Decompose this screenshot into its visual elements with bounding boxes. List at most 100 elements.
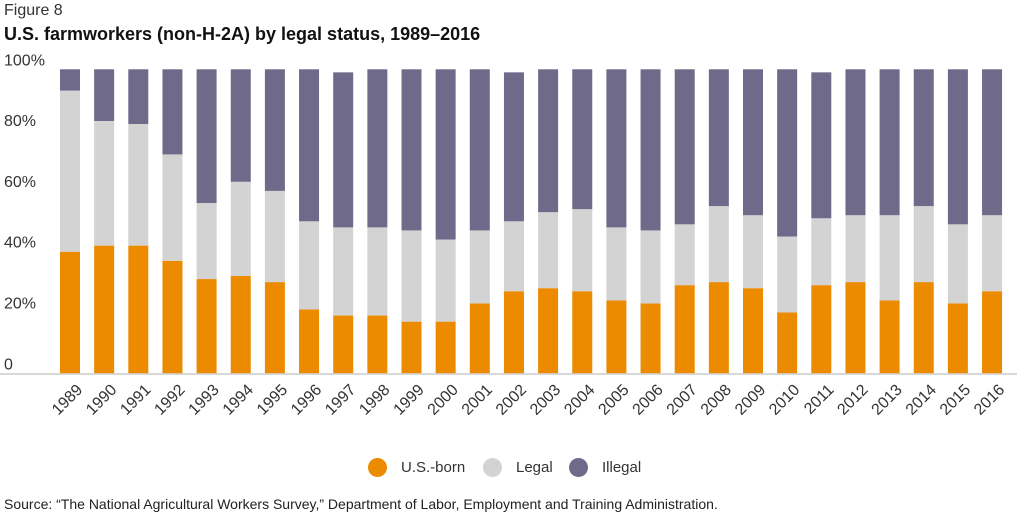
y-tick-label: 80% — [4, 113, 36, 130]
bar-illegal-1992 — [162, 69, 183, 155]
bar-u-s-born-2014 — [913, 282, 934, 374]
x-tick-label: 2005 — [595, 381, 632, 418]
bar-u-s-born-1989 — [60, 251, 80, 374]
x-tick-label: 2012 — [834, 381, 871, 418]
bar-u-s-born-2005 — [606, 300, 627, 374]
bar-legal-2008 — [708, 206, 729, 283]
x-tick-label: 1998 — [356, 381, 393, 418]
bar-illegal-2006 — [640, 69, 661, 231]
bar-illegal-1989 — [60, 69, 80, 91]
bar-u-s-born-2013 — [879, 300, 900, 374]
bar-illegal-1999 — [401, 69, 422, 231]
bar-u-s-born-2003 — [538, 288, 559, 374]
bar-illegal-2002 — [503, 72, 524, 222]
bar-illegal-2008 — [708, 69, 729, 207]
bar-legal-2000 — [435, 239, 456, 322]
bar-illegal-2011 — [811, 72, 832, 219]
x-tick-label: 2003 — [527, 381, 564, 418]
x-tick-label: 2015 — [937, 381, 974, 418]
bar-u-s-born-2010 — [777, 312, 798, 374]
bar-legal-1995 — [264, 190, 285, 283]
x-tick-label: 2009 — [732, 381, 769, 418]
bar-u-s-born-2011 — [811, 285, 832, 374]
bar-illegal-2015 — [947, 69, 968, 225]
x-tick-label: 1989 — [49, 381, 86, 418]
bar-legal-2001 — [469, 230, 490, 304]
x-tick-label: 1996 — [288, 381, 325, 418]
bar-u-s-born-2001 — [469, 303, 490, 374]
bar-illegal-2007 — [674, 69, 695, 225]
x-tick-label: 2001 — [459, 381, 496, 418]
x-tick-label: 1994 — [220, 381, 257, 418]
bar-u-s-born-1996 — [299, 309, 320, 374]
x-tick-label: 2000 — [425, 381, 462, 418]
legend-item-legal: Legal — [483, 458, 553, 477]
legend-label-legal: Legal — [516, 459, 553, 476]
legend-item-illegal: Illegal — [569, 458, 641, 477]
bar-legal-1990 — [94, 120, 115, 246]
bar-u-s-born-2000 — [435, 321, 456, 374]
bar-illegal-2003 — [538, 69, 559, 213]
x-tick-label: 2010 — [766, 381, 803, 418]
bar-u-s-born-2006 — [640, 303, 661, 374]
bar-legal-2009 — [743, 215, 763, 289]
bar-u-s-born-2008 — [708, 282, 729, 374]
bar-legal-2014 — [913, 206, 934, 283]
bar-u-s-born-2007 — [674, 285, 695, 374]
x-tick-label: 1990 — [83, 381, 120, 418]
bar-legal-2004 — [572, 209, 593, 292]
bar-legal-1996 — [299, 221, 320, 310]
bar-u-s-born-1991 — [128, 245, 149, 374]
x-tick-label: 2014 — [903, 381, 940, 418]
legend-item-us-born: U.S.-born — [368, 458, 465, 477]
bar-illegal-2014 — [913, 69, 934, 207]
bar-legal-1999 — [401, 230, 422, 322]
legend-label-us-born: U.S.-born — [401, 459, 466, 476]
x-tick-label: 1999 — [390, 381, 427, 418]
bar-illegal-1997 — [333, 72, 354, 228]
x-tick-label: 2008 — [698, 381, 735, 418]
chart-title: U.S. farmworkers (non-H-2A) by legal sta… — [4, 24, 481, 44]
bar-legal-2015 — [947, 224, 968, 304]
stacked-bar-chart: 020%40%60%80%100%19891990199119921993199… — [0, 52, 1017, 419]
bar-u-s-born-2002 — [503, 291, 524, 374]
bar-illegal-1991 — [128, 69, 149, 125]
x-tick-label: 2004 — [561, 381, 598, 418]
bar-u-s-born-1997 — [333, 315, 354, 374]
y-tick-label: 40% — [4, 235, 36, 252]
bar-u-s-born-1999 — [401, 321, 422, 374]
x-tick-label: 2006 — [630, 381, 667, 418]
bar-illegal-2000 — [435, 69, 456, 240]
bar-u-s-born-1993 — [196, 279, 217, 374]
bar-u-s-born-1995 — [264, 282, 285, 374]
figure-label: Figure 8 — [4, 2, 63, 19]
bar-u-s-born-2012 — [845, 282, 866, 374]
bar-u-s-born-2016 — [982, 291, 1003, 374]
bar-legal-2006 — [640, 230, 661, 304]
bar-illegal-1994 — [230, 69, 251, 182]
x-tick-label: 1995 — [254, 381, 291, 418]
bar-legal-1989 — [60, 90, 80, 252]
bar-u-s-born-1998 — [367, 315, 388, 374]
bar-illegal-2010 — [777, 69, 798, 237]
legend-swatch-illegal — [569, 458, 588, 477]
bar-illegal-1998 — [367, 69, 388, 228]
x-tick-label: 2011 — [801, 381, 837, 417]
bar-legal-2012 — [845, 215, 866, 283]
bar-legal-1998 — [367, 227, 388, 316]
bar-illegal-2013 — [879, 69, 900, 216]
bar-illegal-2004 — [572, 69, 593, 210]
bar-illegal-1996 — [299, 69, 320, 222]
bar-u-s-born-1994 — [230, 276, 251, 374]
bar-legal-2010 — [777, 236, 798, 313]
bar-legal-2002 — [503, 221, 524, 292]
y-tick-label: 0 — [4, 356, 13, 373]
bar-u-s-born-1992 — [162, 260, 183, 374]
source-note: Source: “The National Agricultural Worke… — [4, 496, 718, 512]
bar-illegal-2009 — [743, 69, 763, 216]
bar-legal-1992 — [162, 154, 183, 261]
legend-label-illegal: Illegal — [602, 459, 642, 476]
legend-swatch-legal — [483, 458, 502, 477]
x-tick-label: 1997 — [322, 381, 359, 418]
x-tick-label: 1993 — [186, 381, 223, 418]
